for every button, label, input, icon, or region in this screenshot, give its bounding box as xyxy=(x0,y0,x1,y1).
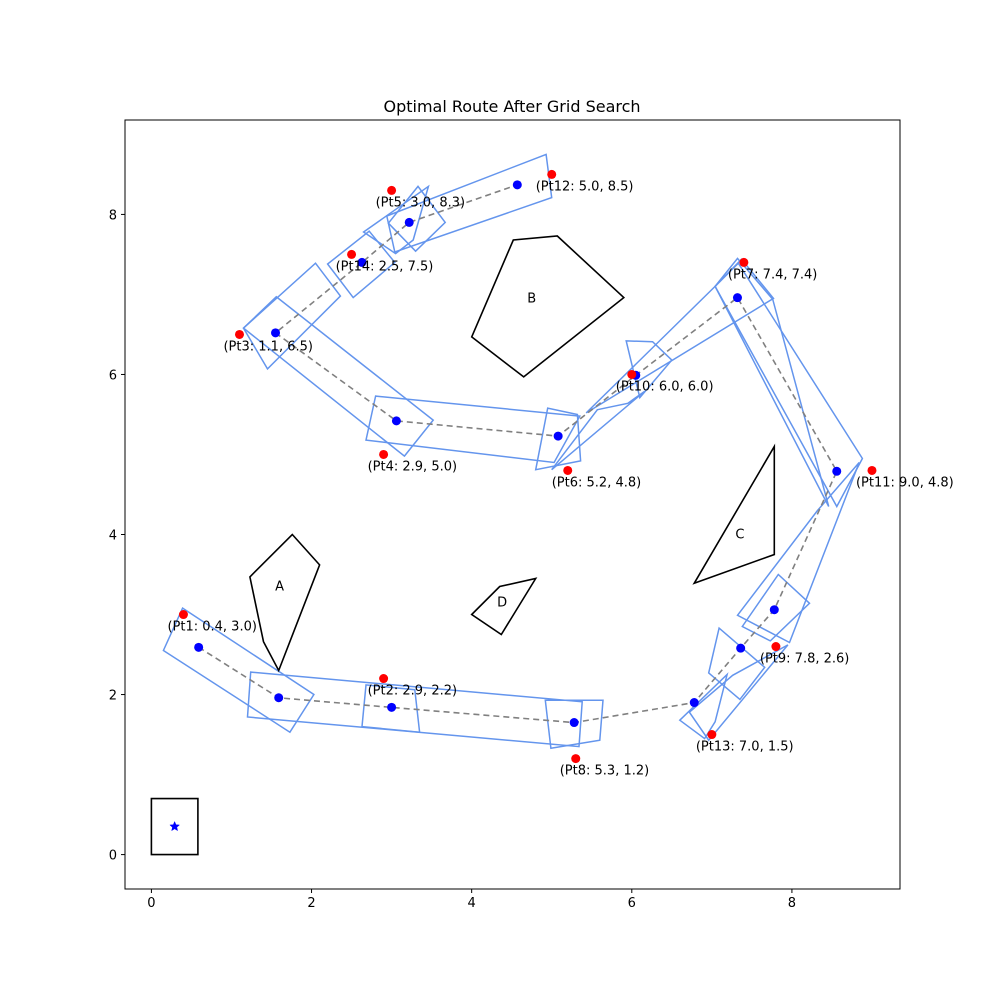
target-point-label: (Pt4: 2.9, 5.0) xyxy=(368,459,457,474)
target-point xyxy=(347,249,357,259)
target-point-label: (Pt3: 1.1, 6.5) xyxy=(223,339,312,354)
target-point xyxy=(771,642,781,652)
plot-frame xyxy=(124,119,901,890)
target-point-label: (Pt10: 6.0, 6.0) xyxy=(616,379,714,394)
depot-star-icon xyxy=(169,820,181,832)
target-point-label: (Pt13: 7.0, 1.5) xyxy=(696,740,794,755)
corridor-rect xyxy=(736,462,860,644)
route-point xyxy=(274,693,284,703)
target-point-label: (Pt6: 5.2, 4.8) xyxy=(552,475,641,490)
obstacle-label: D xyxy=(497,596,507,611)
corridor-rect xyxy=(242,262,342,371)
target-point xyxy=(867,465,877,475)
route-point xyxy=(832,466,842,476)
corridor-rect xyxy=(326,230,396,299)
target-point-label: (Pt9: 7.8, 2.6) xyxy=(760,652,849,667)
obstacle-polygon xyxy=(692,443,776,585)
obstacle-polygon xyxy=(470,235,626,378)
target-point xyxy=(547,169,557,179)
route-point xyxy=(391,416,401,426)
route-point xyxy=(736,643,746,653)
route-point xyxy=(271,328,281,338)
x-tick-label: 2 xyxy=(307,896,315,911)
target-point-label: (Pt14: 2.5, 7.5) xyxy=(336,259,434,274)
target-point-label: (Pt7: 7.4, 7.4) xyxy=(728,267,817,282)
target-point-label: (Pt12: 5.0, 8.5) xyxy=(536,179,634,194)
depot-box xyxy=(150,797,199,856)
corridor-rect xyxy=(678,672,729,740)
target-point xyxy=(234,329,244,339)
obstacle-label: C xyxy=(735,528,744,543)
corridor-rect xyxy=(534,407,582,471)
corridor-rect xyxy=(385,153,553,253)
route-point xyxy=(553,431,563,441)
corridor-layer xyxy=(162,153,864,750)
target-point xyxy=(379,674,389,684)
chart-title: Optimal Route After Grid Search xyxy=(383,97,640,116)
route-line xyxy=(198,184,838,724)
target-layer xyxy=(178,169,877,764)
target-point xyxy=(571,754,581,764)
route-point xyxy=(512,180,522,190)
obstacle-layer: A B C D xyxy=(150,235,776,856)
target-point-label: (Pt8: 5.3, 1.2) xyxy=(560,764,649,779)
x-tick-label: 0 xyxy=(147,896,155,911)
target-point xyxy=(707,730,717,740)
target-point xyxy=(739,257,749,267)
route-point xyxy=(194,642,204,652)
target-point xyxy=(387,185,397,195)
y-tick-label: 8 xyxy=(109,208,117,223)
target-point-label: (Pt5: 3.0, 8.3) xyxy=(376,195,465,210)
route-point xyxy=(769,605,779,615)
label-layer: (Pt1: 0.4, 3.0) (Pt2: 2.9, 2.2) (Pt3: 1.1,… xyxy=(167,179,953,778)
route-point xyxy=(689,698,699,708)
route-point xyxy=(732,293,742,303)
corridor-rect xyxy=(246,671,584,748)
x-tick-label: 8 xyxy=(788,896,796,911)
corridor-rect xyxy=(361,684,421,734)
x-tick-label: 4 xyxy=(468,896,476,911)
route-layer xyxy=(194,180,842,728)
target-point-label: (Pt11: 9.0, 4.8) xyxy=(856,475,954,490)
y-tick-label: 4 xyxy=(109,529,117,544)
target-point-label: (Pt2: 2.9, 2.2) xyxy=(368,684,457,699)
obstacle-label: B xyxy=(527,291,536,306)
corridor-rect xyxy=(365,395,582,464)
target-point-label: (Pt1: 0.4, 3.0) xyxy=(167,620,256,635)
corridor-rect xyxy=(362,184,430,255)
y-tick-label: 0 xyxy=(109,849,117,864)
corridor-rect xyxy=(707,626,766,701)
obstacle-polygon xyxy=(470,577,538,636)
corridor-rect xyxy=(387,185,447,253)
obstacle-label: A xyxy=(275,580,284,595)
corridor-rect xyxy=(242,295,435,458)
route-point xyxy=(404,217,414,227)
x-tick-label: 6 xyxy=(628,896,636,911)
target-point xyxy=(627,369,637,379)
corridor-rect xyxy=(544,699,604,750)
route-point xyxy=(387,702,397,712)
y-tick-label: 2 xyxy=(109,689,117,704)
corridor-rect xyxy=(551,390,646,471)
route-point xyxy=(569,718,579,728)
axes-layer: 0 2 4 6 8 0 2 4 6 8 xyxy=(109,119,901,911)
target-point xyxy=(563,465,573,475)
obstacle-polygon xyxy=(249,533,321,673)
target-point xyxy=(178,610,188,620)
corridor-rect xyxy=(741,573,811,642)
y-tick-label: 6 xyxy=(109,368,117,383)
corridor-rect xyxy=(585,258,775,414)
route-point xyxy=(357,257,367,267)
target-point xyxy=(379,449,389,459)
corridor-rect xyxy=(688,644,789,742)
